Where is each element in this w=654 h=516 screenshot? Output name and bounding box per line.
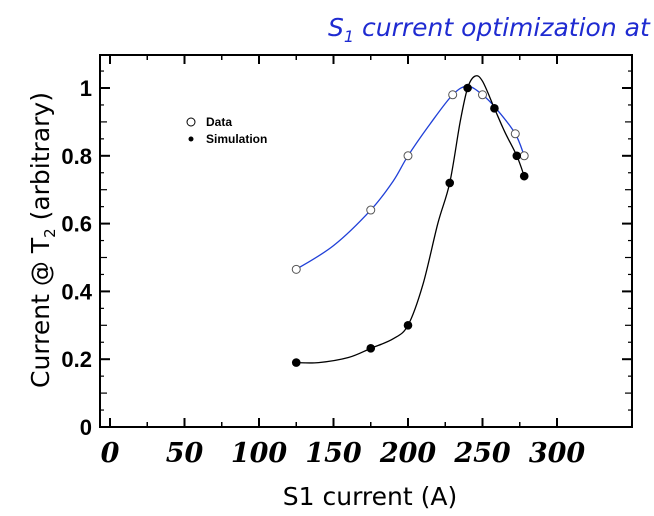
data-points	[291, 83, 529, 367]
point-simulation-7	[519, 171, 529, 181]
x-tick-label-3: 150	[305, 438, 362, 469]
fit-curve-data	[295, 85, 525, 270]
x-tick-label-6: 300	[529, 438, 586, 469]
chart-title: S1 current optimization at 5.5 MeV/c	[328, 13, 654, 46]
x-tick-label-4: 200	[379, 438, 437, 469]
legend: Data Simulation	[186, 115, 267, 146]
y-axis-label: Current @ T2 (arbitrary)	[26, 92, 59, 388]
y-tick-label-4: 0.8	[61, 144, 92, 169]
axis-ticks: 0 50 100 150 200 250 300 0 0.2 0.4 0.6 0.8 1	[61, 55, 632, 469]
point-data-1	[366, 205, 376, 215]
point-simulation-3	[445, 178, 455, 188]
point-data-2	[403, 151, 413, 161]
y-tick-label-2: 0.4	[61, 279, 92, 304]
point-data-6	[519, 151, 529, 161]
x-axis-label: S1 current (A)	[283, 482, 457, 511]
point-data-5	[510, 129, 520, 139]
y-tick-label-1: 0.2	[61, 347, 92, 372]
point-data-3	[448, 90, 458, 100]
point-simulation-0	[291, 358, 301, 367]
point-simulation-1	[366, 344, 376, 353]
point-simulation-6	[512, 151, 522, 161]
plot-frame	[99, 54, 633, 428]
point-simulation-2	[403, 321, 413, 330]
legend-marker-data	[186, 117, 196, 127]
x-tick-label-2: 100	[231, 438, 288, 469]
x-tick-label-5: 250	[453, 438, 511, 469]
x-tick-label-0: 0	[101, 438, 120, 469]
x-tick-label-1: 50	[166, 438, 204, 469]
point-data-4	[478, 90, 487, 100]
fit-curves	[295, 75, 525, 364]
point-simulation-5	[490, 104, 499, 113]
legend-label-data: Data	[206, 115, 232, 129]
legend-label-simulation: Simulation	[206, 132, 267, 146]
y-tick-label-3: 0.6	[61, 212, 92, 237]
point-data-0	[291, 264, 301, 274]
point-simulation-4	[463, 83, 472, 93]
legend-marker-simulation	[188, 136, 194, 142]
fit-curve-simulation	[296, 75, 525, 364]
y-tick-label-5: 1	[80, 76, 92, 101]
y-tick-label-0: 0	[80, 415, 92, 440]
